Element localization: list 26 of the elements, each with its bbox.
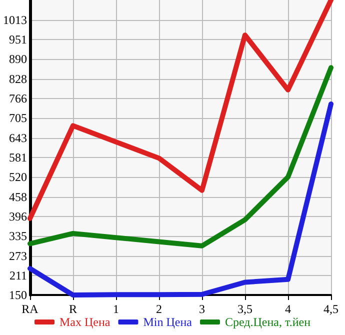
x-tick-label: RA (22, 302, 39, 316)
legend-label: Сред.Цена, т.йен (224, 315, 312, 329)
y-tick-label: 643 (9, 130, 27, 145)
y-tick-label: 766 (9, 92, 27, 106)
x-tick-label: 2 (156, 302, 162, 316)
y-tick-label: 273 (9, 248, 27, 263)
y-tick-label: 458 (9, 190, 27, 204)
y-tick-label: 705 (9, 111, 27, 125)
y-tick-label: 1013 (3, 12, 27, 27)
y-tick-label: 828 (9, 72, 27, 86)
legend-label: Max Цена (59, 315, 111, 329)
y-tick-label: 211 (9, 268, 27, 283)
y-tick-label: 396 (9, 210, 27, 224)
y-tick-label: 520 (9, 170, 27, 184)
y-tick-label: 150 (9, 288, 27, 302)
x-tick-label: 4,5 (324, 302, 338, 316)
y-tick-label: 951 (9, 32, 27, 47)
y-tick-label: 581 (9, 150, 27, 165)
x-tick-label: 3,5 (238, 302, 252, 316)
x-tick-label: 1 (113, 302, 119, 316)
y-tick-label: 335 (9, 229, 27, 243)
x-tick-label: 3 (199, 302, 205, 316)
legend-label: Min Цена (143, 315, 193, 329)
x-tick-label: R (68, 302, 78, 316)
x-tick-label: 4 (285, 302, 291, 316)
y-tick-label: 890 (9, 52, 27, 66)
